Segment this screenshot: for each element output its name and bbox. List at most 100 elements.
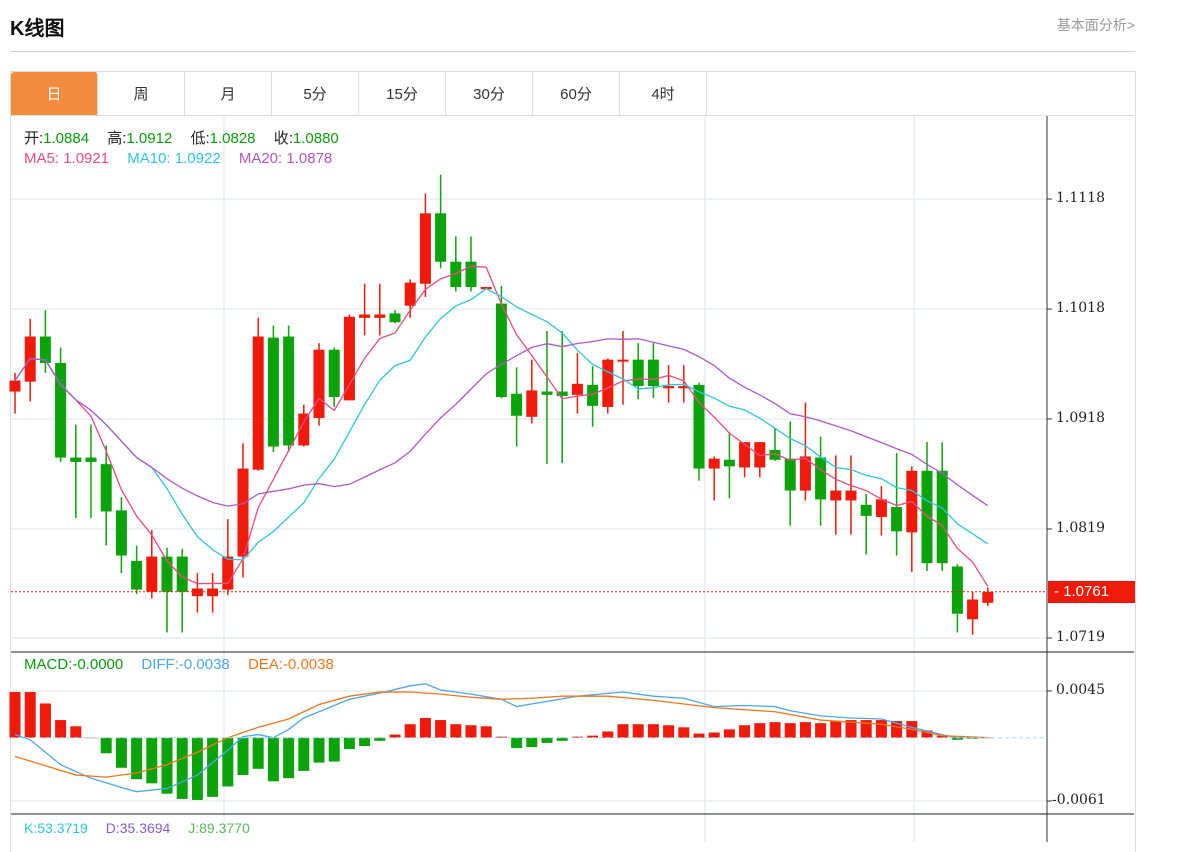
tab-15min[interactable]: 15分 <box>359 72 446 115</box>
dea-label: DEA: <box>247 656 283 673</box>
close-value: 1.0880 <box>292 130 339 147</box>
candle-down <box>921 470 933 564</box>
candle-down <box>100 464 112 512</box>
tab-60min[interactable]: 60分 <box>533 72 620 115</box>
macd-label: MACD: <box>24 656 73 673</box>
low-value: 1.0828 <box>209 130 256 147</box>
tab-30min[interactable]: 30分 <box>446 72 533 115</box>
candle-down <box>161 556 173 592</box>
candle-up <box>967 599 979 620</box>
candle-up <box>875 499 887 517</box>
diff-line <box>14 683 988 793</box>
macd-bar <box>784 723 796 738</box>
high-label: 高: <box>107 130 127 147</box>
macd-bar <box>495 736 507 738</box>
dea-line <box>14 691 988 778</box>
candle-down <box>450 261 462 288</box>
candle-down <box>723 459 735 467</box>
candle-down <box>39 336 51 363</box>
macd-bar <box>693 733 705 738</box>
macd-bar <box>115 737 127 768</box>
macd-bar <box>419 717 431 738</box>
candle-up <box>830 490 842 501</box>
candle-up <box>252 336 264 470</box>
macd-bar <box>815 723 827 738</box>
ma5-line <box>14 265 989 587</box>
candle-up <box>359 314 371 318</box>
candle-down <box>647 359 659 387</box>
macd-bar <box>860 720 872 738</box>
tab-4hour[interactable]: 4时 <box>620 72 707 115</box>
tab-week[interactable]: 周 <box>98 72 185 115</box>
candle-up <box>845 490 857 501</box>
macd-bar <box>921 730 933 738</box>
macd-bar <box>663 725 675 738</box>
ma20-value: 1.0878 <box>286 150 333 167</box>
candle-down <box>131 560 143 590</box>
macd-bar <box>298 737 310 771</box>
macd-bar <box>435 720 447 738</box>
j-value: 89.3770 <box>199 820 250 836</box>
candle-down <box>283 336 295 446</box>
macd-bar <box>875 720 887 738</box>
macd-bar <box>526 737 538 748</box>
candle-up <box>191 588 203 597</box>
diff-value: -0.0038 <box>178 656 230 673</box>
fundamental-analysis-link[interactable]: 基本面分析> <box>1056 17 1135 33</box>
candle-down <box>176 556 188 592</box>
k-value: 53.3719 <box>37 820 88 836</box>
candle-down <box>769 449 781 460</box>
candle-down <box>495 303 507 398</box>
candle-up <box>146 556 158 592</box>
chart-container <box>10 71 1136 852</box>
tab-5min[interactable]: 5分 <box>272 72 359 115</box>
macd-bar <box>267 737 279 782</box>
tab-day[interactable]: 日 <box>11 72 98 115</box>
macd-bar <box>252 737 264 769</box>
period-tabs: 日 周 月 5分 15分 30分 60分 4时 <box>11 72 707 115</box>
candle-down <box>465 261 477 288</box>
macd-bar <box>70 726 82 738</box>
tab-month[interactable]: 月 <box>185 72 272 115</box>
macd-bar <box>936 735 948 738</box>
macd-bar <box>161 737 173 794</box>
ma10-value: 1.0922 <box>174 150 221 167</box>
candle-down <box>389 313 401 323</box>
macd-bar <box>55 720 67 738</box>
candle-down <box>784 458 796 491</box>
high-value: 1.0912 <box>126 130 173 147</box>
d-value: 35.3694 <box>119 820 171 836</box>
candle-up <box>419 213 431 284</box>
macd-bar <box>100 737 112 754</box>
macd-bar <box>39 703 51 738</box>
divider <box>10 51 1135 52</box>
macd-bar <box>343 737 355 750</box>
candle-up <box>799 456 811 491</box>
candle-down <box>693 384 705 469</box>
macd-bar <box>24 692 36 738</box>
ma5-value: 1.0921 <box>63 150 110 167</box>
candle-down <box>632 359 644 387</box>
macd-bar <box>222 737 234 787</box>
macd-tick: -0.0061 <box>1052 792 1106 808</box>
macd-bar <box>404 724 416 738</box>
macd-bar <box>587 735 599 738</box>
k-label: K: <box>24 820 38 836</box>
candle-up <box>708 458 720 469</box>
ma20-line <box>14 338 989 507</box>
macd-bar <box>891 721 903 738</box>
macd-bar <box>754 723 766 738</box>
macd-bar <box>556 737 568 741</box>
macd-bar <box>450 724 462 738</box>
d-label: D: <box>105 820 120 836</box>
kdj-info: K:53.3719 D:35.3694 J:89.3770 <box>24 820 250 836</box>
candle-down <box>70 457 82 462</box>
candle-up <box>374 314 386 318</box>
macd-bar <box>146 737 158 784</box>
macd-bar <box>799 722 811 738</box>
candle-up <box>343 316 355 401</box>
candle-down <box>328 349 340 398</box>
candle-up <box>9 380 21 392</box>
macd-bar <box>389 734 401 738</box>
